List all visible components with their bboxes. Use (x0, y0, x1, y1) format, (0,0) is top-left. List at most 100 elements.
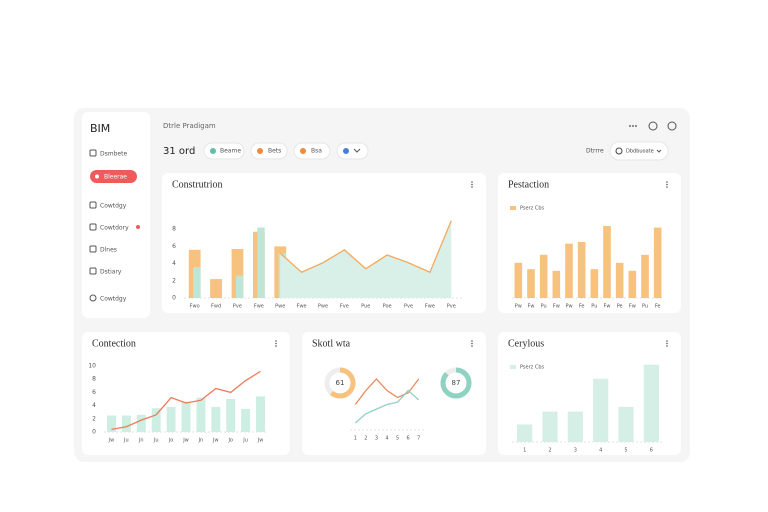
bar (166, 406, 176, 432)
menu-dot (666, 186, 668, 188)
bar (567, 411, 583, 442)
menu-dot (471, 183, 473, 186)
menu-dot (666, 181, 668, 183)
y-tick-label: 2 (172, 277, 176, 284)
bar (231, 248, 244, 298)
x-tick-label: Pw (515, 304, 522, 310)
dot (300, 148, 306, 154)
y-tick-label: 6 (172, 243, 176, 250)
x-tick-label: 5 (396, 436, 399, 442)
nav-item[interactable]: Dsmbete (100, 151, 127, 158)
x-tick-label: 5 (624, 448, 627, 454)
nav-item[interactable]: Cowtdgy (100, 203, 127, 210)
x-tick-label: 3 (574, 448, 577, 454)
bar (256, 396, 266, 432)
nav-active[interactable] (90, 170, 137, 183)
filter[interactable]: Beame (220, 148, 241, 155)
card-title: Construtrion (172, 179, 223, 190)
menu-dot (666, 340, 668, 342)
card (82, 332, 290, 455)
logo: BIM (90, 122, 110, 135)
x-tick-label: Pwe (275, 304, 285, 310)
x-tick-label: 1 (354, 436, 357, 442)
donut-label: 61 (336, 379, 345, 387)
y-tick-label: 0 (172, 295, 176, 302)
y-tick-label: 4 (172, 260, 176, 267)
nav-item[interactable]: Dlnes (100, 247, 117, 254)
filter-pill[interactable] (293, 142, 331, 160)
bar (552, 270, 561, 298)
icon[interactable] (667, 121, 677, 131)
line (354, 389, 420, 424)
icon[interactable] (632, 125, 634, 127)
icon (89, 294, 97, 302)
menu-dot (275, 340, 277, 342)
chevron (353, 148, 361, 153)
x-tick-label: 6 (407, 436, 410, 442)
y-tick-label: 10 (88, 363, 96, 370)
menu-dot (471, 345, 473, 347)
icon[interactable] (635, 125, 637, 127)
x-tick-label: Pwe (318, 304, 328, 310)
x-tick-label: Pu (642, 304, 648, 310)
bar (151, 408, 161, 432)
bar (257, 227, 265, 298)
bar (615, 262, 624, 298)
x-tick-label: Fw (604, 304, 611, 310)
line (279, 220, 452, 274)
x-tick-label: 4 (599, 448, 602, 454)
dot (210, 148, 216, 154)
x-tick-label: Pe (617, 304, 623, 310)
x-tick-label: Fve (340, 304, 349, 310)
x-tick-label: Fwd (211, 304, 221, 310)
account[interactable] (609, 141, 669, 161)
donut (324, 367, 356, 399)
area (280, 220, 452, 298)
dropdown[interactable] (336, 142, 369, 160)
bar (211, 406, 221, 432)
bar (590, 269, 599, 298)
bar (653, 227, 662, 298)
bar (527, 269, 535, 298)
nav-item[interactable]: Cowtdgy (100, 296, 127, 303)
x-tick-label: Pve (404, 304, 413, 310)
x-tick-label: Fe (579, 304, 585, 310)
bar (226, 399, 236, 432)
bar (628, 270, 637, 298)
filter-pill[interactable] (250, 142, 288, 160)
nav-item[interactable]: Cowtdory (100, 225, 129, 232)
y-tick-label: 0 (92, 429, 96, 436)
nav-item[interactable]: Bleerae (104, 174, 127, 181)
x-tick-label: Ju (123, 438, 129, 444)
donut (440, 367, 472, 399)
icon (89, 149, 97, 157)
bar (241, 408, 251, 432)
y-tick-label: 8 (172, 226, 176, 233)
bar (196, 397, 206, 432)
card (302, 332, 486, 455)
x-tick-label: Pue (361, 304, 370, 310)
x-tick-label: Fwo (190, 304, 200, 310)
menu-dot (471, 181, 473, 183)
x-tick-label: Fe (655, 304, 661, 310)
x-tick-label: Fwe (297, 304, 307, 310)
menu-dot (471, 186, 473, 188)
menu-dot (275, 342, 277, 345)
nav-item[interactable]: Dstiary (100, 269, 122, 276)
x-tick-label: Jo (227, 438, 233, 444)
x-tick-label: Fw (629, 304, 636, 310)
icon[interactable] (648, 121, 658, 131)
account-name[interactable]: Dbdbuoate (626, 149, 654, 155)
y-tick-label: 8 (92, 376, 96, 383)
card (498, 173, 681, 313)
icon[interactable] (629, 125, 631, 127)
x-tick-label: Jo (168, 438, 174, 444)
filter[interactable]: Bsa (311, 148, 322, 155)
filter-pill[interactable] (203, 142, 245, 160)
x-tick-label: Ju (242, 438, 248, 444)
y-tick-label: 2 (92, 415, 96, 422)
x-tick-label: 6 (650, 448, 653, 454)
filter[interactable]: Bets (268, 148, 281, 155)
x-tick-label: 3 (375, 436, 378, 442)
sort[interactable]: Dtrrre (586, 148, 604, 155)
